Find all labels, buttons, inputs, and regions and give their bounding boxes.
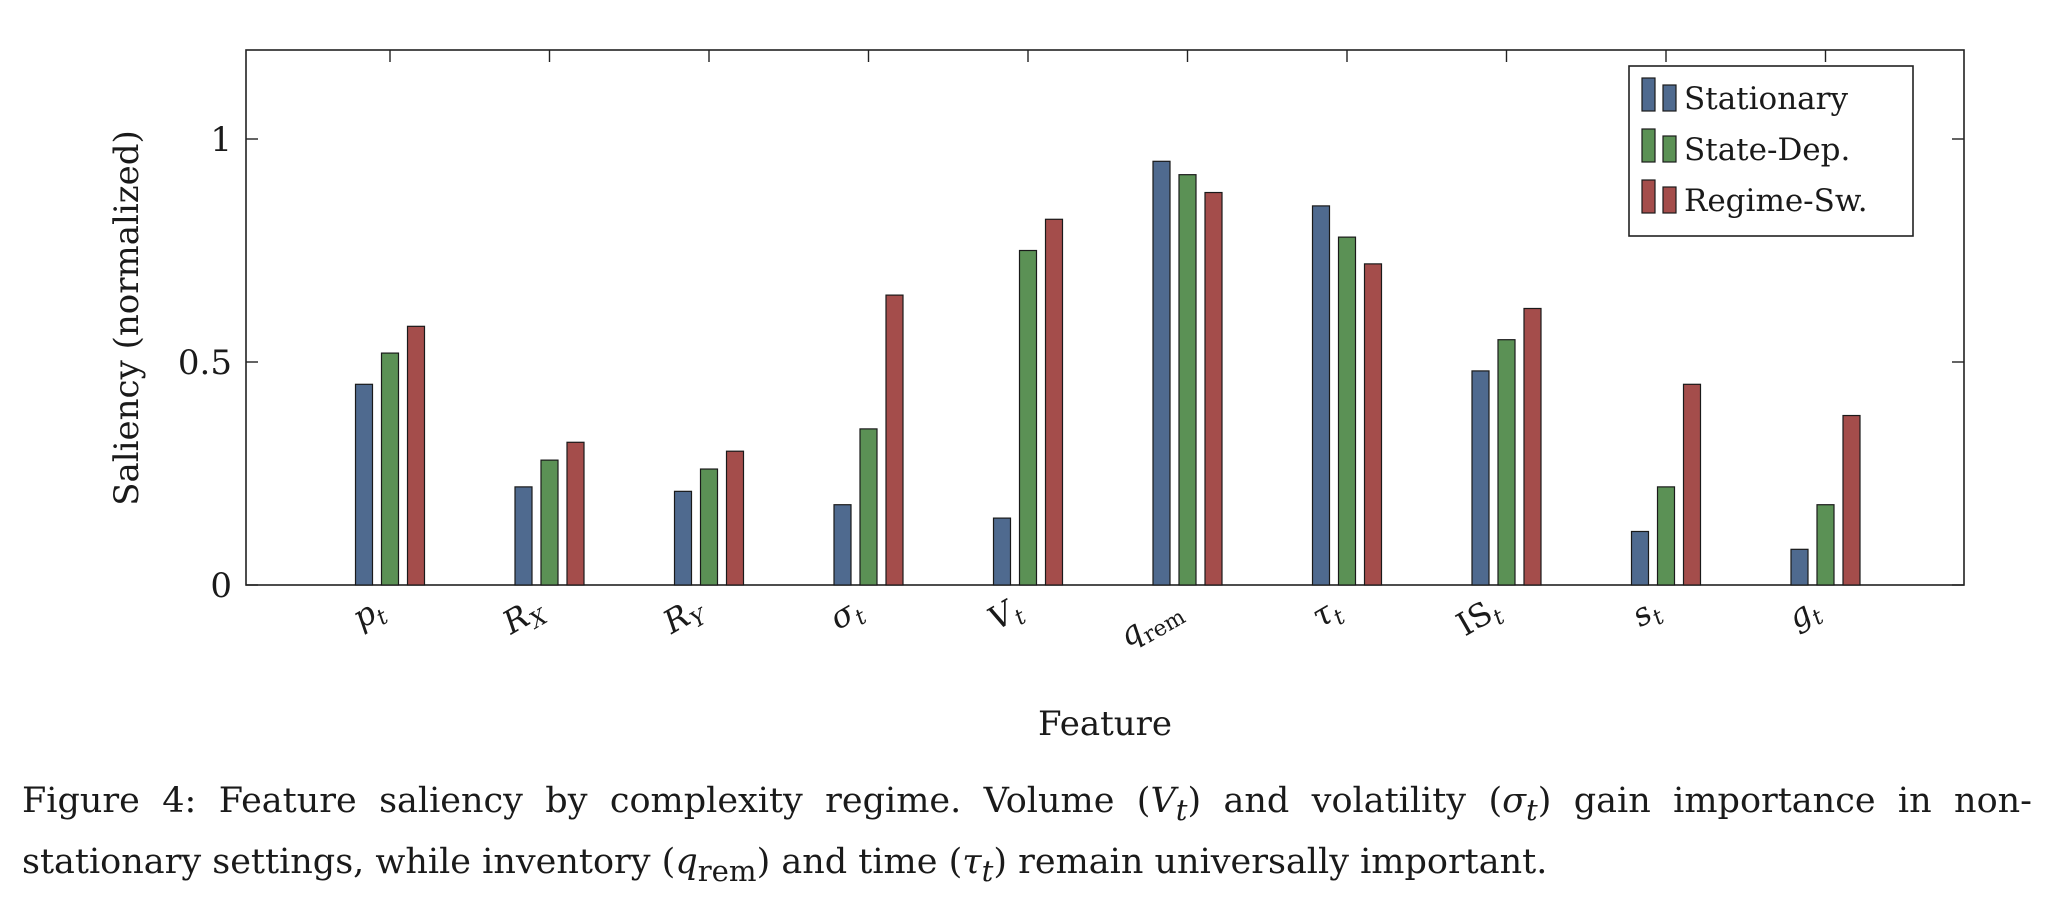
legend-swatch [1662,84,1677,112]
caption-volume-sub: t [1175,793,1188,827]
bar-stationary-t [833,504,852,586]
y-tick-label: 1 [210,120,232,160]
saliency-bar-chart: 00.51 pt RX RY σt Vt qrem τt ISt st gt Saliency (… [107,49,1965,744]
y-tick-labels: 00.51 [178,120,232,606]
caption-text-4: ) and time ( [756,842,963,882]
y-tick-label: 0.5 [178,343,232,383]
bar-regime-sw-st [1682,383,1702,586]
legend: Stationary State-Dep. Regime-Sw. [1628,65,1914,237]
bar-regime-sw-ist [1523,307,1542,586]
x-tick-label: σt [823,589,871,642]
legend-swatch [1641,179,1656,214]
svg-text:σt: σt [823,589,871,642]
bar-stationary-rx [514,486,533,586]
legend-swatch [1641,128,1656,163]
caption-volatility-sub: t [1526,793,1538,827]
svg-text:RX: RX [495,588,553,646]
caption-label: Figure 4: [22,781,197,821]
bar-regime-sw-rx [566,441,585,586]
svg-text:gt: gt [1781,589,1828,641]
bar-stationary-gt [1790,548,1809,586]
bar-state-dep-qrem [1178,174,1197,586]
bar-regime-sw-vt [1044,218,1064,586]
caption-time-sub: t [981,854,994,888]
bar-state-dep-rx [540,459,559,586]
caption-inventory-symbol: q [675,842,698,882]
y-axis-label: Saliency (normalized) [107,130,147,506]
svg-text:qrem: qrem [1112,589,1190,659]
caption-text-1: Feature saliency by complexity regime. V… [218,781,1151,821]
bar-regime-sw-t [885,294,904,586]
svg-text:Vt: Vt [981,589,1030,642]
bar-state-dep-ry [699,468,719,586]
bar-state-dep-t [1337,236,1357,586]
bar-regime-sw-t [1363,263,1383,586]
bar-series [354,160,1861,586]
bar-stationary-pt [354,383,374,586]
bar-stationary-t [1311,205,1331,586]
legend-label: Stationary [1684,81,1848,117]
x-tick-label: st [1625,589,1669,639]
svg-text:st: st [1625,589,1669,639]
svg-text:τt: τt [1305,589,1350,640]
bar-state-dep-pt [380,352,400,586]
x-tick-label: Vt [981,589,1030,642]
bar-state-dep-ist [1497,339,1516,586]
bar-stationary-vt [992,517,1012,586]
plot-area-frame [245,49,1965,586]
bar-state-dep-vt [1018,249,1038,586]
caption-volume-symbol: V [1150,781,1176,821]
bar-state-dep-st [1656,486,1676,586]
x-tick-label: τt [1305,589,1350,640]
bar-regime-sw-pt [406,325,426,586]
bar-state-dep-t [859,428,878,586]
legend-swatch [1641,77,1656,112]
caption-text-3: ) gain importance in non-stationary sett… [22,781,2033,882]
legend-swatch [1662,135,1677,163]
bar-stationary-qrem [1152,160,1171,586]
legend-label: State-Dep. [1684,132,1850,168]
svg-text:RY: RY [656,588,714,646]
legend-swatch [1662,186,1677,214]
caption-text-2: ) and volatility ( [1187,781,1503,821]
bar-stationary-ist [1471,370,1490,586]
figure-caption: Figure 4: Feature saliency by complexity… [22,775,2032,897]
bar-regime-sw-qrem [1204,191,1223,586]
svg-text:pt: pt [346,589,393,641]
x-tick-label: qrem [1112,589,1190,659]
svg-text:ISt: ISt [1450,589,1509,648]
x-tick-label: pt [346,589,393,641]
caption-time-symbol: τ [962,842,982,882]
legend-label: Regime-Sw. [1684,183,1868,219]
y-tick-label: 0 [210,566,232,606]
x-tick-label: RY [656,588,714,646]
bar-stationary-ry [673,490,693,586]
bar-stationary-st [1630,530,1650,586]
bar-state-dep-gt [1816,504,1835,586]
x-tick-label: RX [495,588,553,646]
caption-volatility-symbol: σ [1502,781,1527,821]
x-axis-label: Feature [1038,704,1172,744]
bar-regime-sw-ry [725,450,745,586]
x-tick-label: gt [1781,589,1828,641]
x-tick-label: ISt [1450,589,1509,648]
caption-text-5: ) remain universally important. [993,842,1548,882]
bar-regime-sw-gt [1842,414,1861,586]
caption-inventory-sub: rem [697,854,757,888]
x-tick-labels: pt RX RY σt Vt qrem τt ISt st gt [346,588,1829,659]
